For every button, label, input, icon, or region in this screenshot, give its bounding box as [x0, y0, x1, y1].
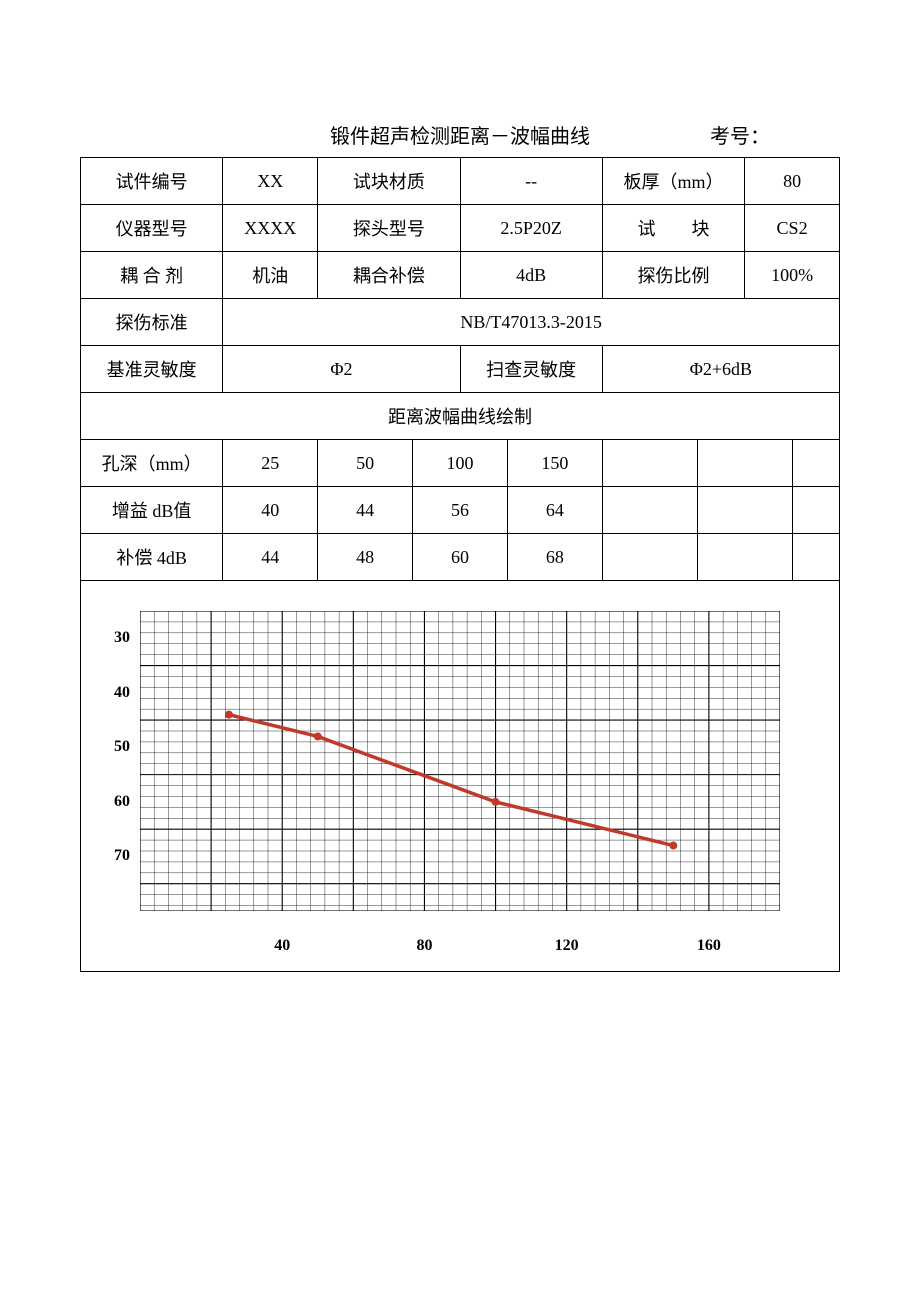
cell: 44 [318, 487, 413, 534]
row-label: 补偿 4dB [81, 534, 223, 581]
header: 锻件超声检测距离－波幅曲线 考号： [80, 120, 840, 149]
row-label: 增益 dB值 [81, 487, 223, 534]
exam-number-label: 考号： [710, 120, 830, 149]
standard-row: 探伤标准 NB/T47013.3-2015 [81, 299, 840, 346]
value: NB/T47013.3-2015 [223, 299, 840, 346]
cell [792, 440, 839, 487]
cell: 100 [413, 440, 508, 487]
chart-row: 3040506070 4080120160 [81, 581, 840, 972]
distance-amplitude-chart: 3040506070 4080120160 [140, 611, 780, 911]
label: 试 块 [602, 205, 744, 252]
cell [602, 534, 697, 581]
cell [792, 534, 839, 581]
section-title: 距离波幅曲线绘制 [81, 393, 840, 440]
cell: 40 [223, 487, 318, 534]
cell: 64 [507, 487, 602, 534]
label: 探伤比例 [602, 252, 744, 299]
info-row-2: 仪器型号 XXXX 探头型号 2.5P20Z 试 块 CS2 [81, 205, 840, 252]
label: 扫查灵敏度 [460, 346, 602, 393]
cell: 150 [507, 440, 602, 487]
cell [602, 440, 697, 487]
row-label: 孔深（mm） [81, 440, 223, 487]
label: 试件编号 [81, 158, 223, 205]
cell: 44 [223, 534, 318, 581]
cell [602, 487, 697, 534]
cell [697, 534, 792, 581]
main-table: 试件编号 XX 试块材质 -- 板厚（mm） 80 仪器型号 XXXX 探头型号… [80, 157, 840, 972]
label: 板厚（mm） [602, 158, 744, 205]
label: 仪器型号 [81, 205, 223, 252]
value: 2.5P20Z [460, 205, 602, 252]
cell: 68 [507, 534, 602, 581]
info-row-1: 试件编号 XX 试块材质 -- 板厚（mm） 80 [81, 158, 840, 205]
cell: 48 [318, 534, 413, 581]
label: 耦合补偿 [318, 252, 460, 299]
cell [697, 440, 792, 487]
value: 4dB [460, 252, 602, 299]
value: XXXX [223, 205, 318, 252]
value: 100% [745, 252, 840, 299]
page-title: 锻件超声检测距离－波幅曲线 [90, 120, 710, 149]
cell: 60 [413, 534, 508, 581]
value: 80 [745, 158, 840, 205]
cell: 25 [223, 440, 318, 487]
data-row-comp: 补偿 4dB 44 48 60 68 [81, 534, 840, 581]
cell: 50 [318, 440, 413, 487]
data-row-gain: 增益 dB值 40 44 56 64 [81, 487, 840, 534]
value: Φ2+6dB [602, 346, 839, 393]
value: 机油 [223, 252, 318, 299]
cell [792, 487, 839, 534]
cell: 56 [413, 487, 508, 534]
value: Φ2 [223, 346, 460, 393]
label: 基准灵敏度 [81, 346, 223, 393]
label: 探伤标准 [81, 299, 223, 346]
cell [697, 487, 792, 534]
value: XX [223, 158, 318, 205]
label: 耦 合 剂 [81, 252, 223, 299]
data-row-depth: 孔深（mm） 25 50 100 150 [81, 440, 840, 487]
chart-svg [140, 611, 780, 911]
info-row-3: 耦 合 剂 机油 耦合补偿 4dB 探伤比例 100% [81, 252, 840, 299]
label: 试块材质 [318, 158, 460, 205]
section-title-row: 距离波幅曲线绘制 [81, 393, 840, 440]
chart-cell: 3040506070 4080120160 [81, 581, 840, 972]
label: 探头型号 [318, 205, 460, 252]
y-axis-labels: 3040506070 [90, 611, 130, 911]
value: -- [460, 158, 602, 205]
value: CS2 [745, 205, 840, 252]
sensitivity-row: 基准灵敏度 Φ2 扫查灵敏度 Φ2+6dB [81, 346, 840, 393]
